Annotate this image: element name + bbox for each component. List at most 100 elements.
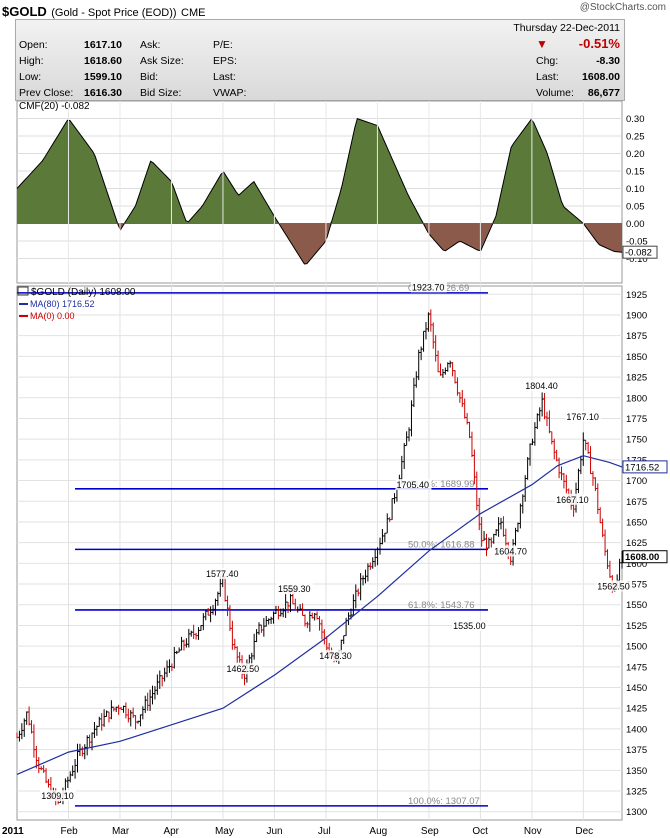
price-tick-label: 1475	[626, 662, 647, 673]
chg-value: -8.30	[596, 55, 620, 67]
price-tick-label: 1650	[626, 517, 647, 528]
price-tick-label: 1450	[626, 683, 647, 694]
last-value: 1608.00	[582, 71, 620, 83]
price-annotation: 1462.50	[227, 664, 260, 674]
down-arrow-icon: ▼	[536, 37, 548, 51]
price-tick-label: 1850	[626, 352, 647, 363]
price-annotation: 1559.30	[278, 584, 311, 594]
annotation-bg	[410, 281, 447, 293]
quote-date: Thursday 22-Dec-2011	[513, 22, 620, 34]
annotation-bg	[225, 663, 262, 675]
price-annotation: 1562.50	[597, 581, 630, 591]
price-title: $GOLD (Daily) 1608.00	[31, 287, 136, 298]
ask-size-label: Ask Size:	[140, 55, 184, 67]
annotation-bg	[596, 580, 633, 592]
ask-label: Ask:	[140, 39, 161, 51]
price-annotation: 1478.30	[319, 651, 352, 661]
open-label: Open:	[19, 39, 48, 51]
x-tick-label: Feb	[60, 826, 78, 837]
price-title-swatch	[17, 286, 29, 296]
cmf-last-value-label: -0.082	[625, 248, 652, 259]
x-tick-label: Aug	[369, 826, 387, 837]
vwap-label: VWAP:	[213, 87, 247, 99]
cmf-tick-label: 0.15	[626, 167, 645, 178]
cmf-tick-label: 0.30	[626, 114, 645, 125]
quote-panel: Open: 1617.10 High: 1618.60 Low: 1599.10…	[15, 19, 625, 101]
x-tick-label: Nov	[524, 826, 542, 837]
annotation-bg	[493, 545, 530, 557]
price-tick-label: 1500	[626, 642, 647, 653]
cmf-positive-area	[17, 118, 622, 224]
price-tick-label: 1675	[626, 497, 647, 508]
price-tick-label: 1425	[626, 704, 647, 715]
annotation-bg	[565, 411, 602, 423]
x-tick-label: Mar	[112, 826, 130, 837]
price-tick-label: 1875	[626, 331, 647, 342]
cmf-tick-label: -0.05	[626, 237, 648, 248]
pe-label: P/E:	[213, 39, 233, 51]
price-annotation: 1535.00	[453, 621, 486, 631]
price-annotation: 1705.40	[396, 480, 429, 490]
fib-level-label: 61.8%: 1543.76	[408, 600, 475, 611]
annotation-bg	[395, 479, 432, 491]
price-tick-label: 1400	[626, 724, 647, 735]
low-label: Low:	[19, 71, 42, 83]
price-annotation: 1767.10	[566, 412, 599, 422]
cmf-panel: 0.30 0.25 0.20 0.15 0.10 0.05 0.00 -0.05 -0.10 CM…	[16, 100, 658, 284]
price-tick-label: 1925	[626, 290, 647, 301]
price-annotation: 1667.10	[556, 495, 589, 505]
low-value: 1599.10	[84, 71, 122, 83]
price-tick-label: 1550	[626, 600, 647, 611]
x-tick-label: Dec	[575, 826, 593, 837]
fib-level-label: 38.2%: 1689.99	[408, 479, 475, 490]
x-tick-label: Oct	[472, 826, 488, 837]
last2-label: Last:	[536, 71, 559, 83]
annotation-bg	[524, 380, 561, 392]
price-tick-label: 1900	[626, 310, 647, 321]
fib-level-label: 50.0%: 1616.88	[408, 539, 475, 550]
cmf-negative-area	[17, 223, 622, 264]
volume-label: Volume:	[536, 87, 574, 99]
price-plot-area	[16, 285, 623, 821]
site-credit: @StockCharts.com	[579, 2, 666, 13]
price-tick-label: 1825	[626, 373, 647, 384]
chart-title-row: $GOLD (Gold - Spot Price (EOD)) CME	[2, 3, 668, 19]
x-tick-label: Sep	[421, 826, 439, 837]
exchange-label: CME	[181, 7, 206, 19]
x-tick-label: Jun	[266, 826, 282, 837]
price-tick-label: 1325	[626, 787, 647, 798]
cmf-tick-label: -0.10	[626, 254, 648, 265]
x-tick-label: Apr	[163, 826, 179, 837]
high-value: 1618.60	[84, 55, 122, 67]
pct-change: -0.51%	[578, 36, 620, 51]
annotation-bg	[277, 583, 314, 595]
cmf-line	[16, 118, 623, 265]
price-tick-label: 1775	[626, 414, 647, 425]
cmf-last-value-box	[622, 245, 658, 259]
volume-value: 86,677	[587, 87, 620, 99]
price-annotation: 1804.40	[525, 381, 558, 391]
x-tick-label: May	[215, 826, 234, 837]
annotation-bg	[452, 620, 489, 632]
price-panel: 1925190018751850182518001775175017251700…	[2, 281, 668, 837]
chg-label: Chg:	[536, 55, 559, 67]
price-tick-label: 1525	[626, 621, 647, 632]
price-annotation: 1604.70	[494, 546, 527, 556]
price-tick-label: 1575	[626, 580, 647, 591]
price-tick-label: 1800	[626, 393, 647, 404]
cmf-tick-label: 0.20	[626, 149, 645, 160]
price-tick-label: 1350	[626, 766, 647, 777]
annotation-bg	[318, 650, 355, 662]
ma-value-box	[622, 460, 668, 474]
price-tick-label: 1700	[626, 476, 647, 487]
description-label: (Gold - Spot Price (EOD))	[51, 7, 177, 19]
cmf-title: CMF(20) -0.082	[19, 101, 90, 112]
bid-label: Bid:	[140, 71, 159, 83]
price-annotation: 1309.10	[41, 791, 74, 801]
price-annotation: 1577.40	[206, 569, 239, 579]
legend-label: MA(80) 1716.52	[30, 299, 95, 309]
price-tick-label: 1750	[626, 435, 647, 446]
prev-close-value: 1616.30	[84, 87, 122, 99]
legend-label: MA(0) 0.00	[30, 311, 75, 321]
